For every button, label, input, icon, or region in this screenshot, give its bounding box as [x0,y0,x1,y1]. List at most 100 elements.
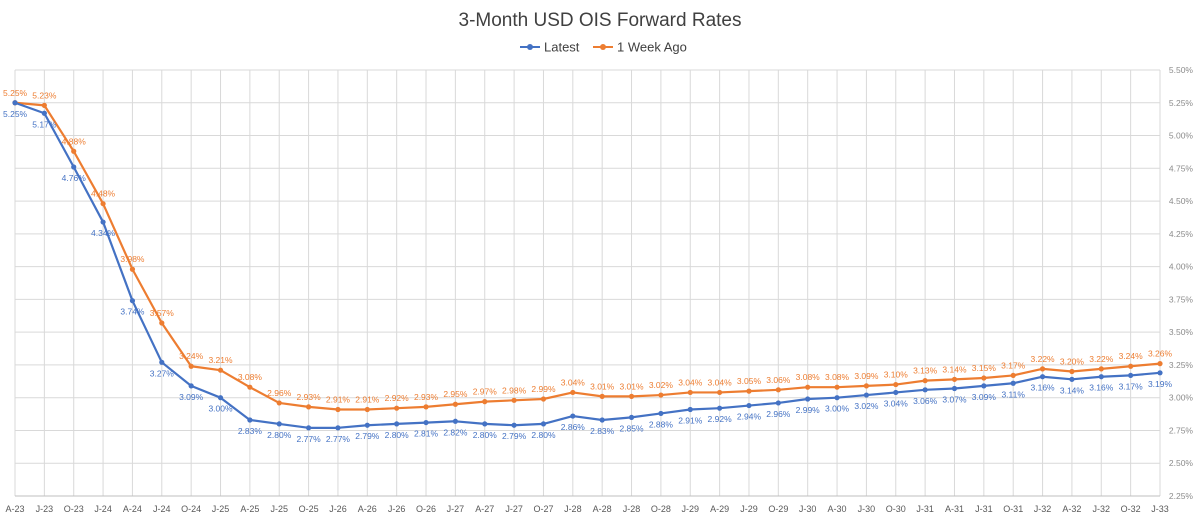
x-tick-label: O-29 [768,504,788,514]
data-point [805,384,811,390]
x-tick-label: J-27 [505,504,523,514]
series-group [12,100,1163,431]
data-label: 2.95% [443,389,468,399]
data-point [423,419,429,426]
data-point [452,401,458,407]
data-label: 2.96% [766,409,791,419]
data-point [188,363,194,369]
data-label: 2.91% [355,394,380,404]
data-point [188,383,194,389]
legend-swatch-marker [527,44,533,50]
x-tick-label: A-23 [5,504,24,514]
x-tick-label: O-31 [1003,504,1023,514]
legend-label: 1 Week Ago [617,40,687,55]
x-tick-label: O-30 [886,504,906,514]
data-label: 4.88% [62,136,87,146]
data-label: 5.23% [32,90,57,100]
data-label: 3.16% [1031,383,1056,393]
data-point [335,425,341,431]
data-point [570,413,576,419]
x-tick-label: O-27 [533,504,553,514]
data-point [834,395,840,401]
y-tick-label: 3.50% [1169,327,1194,337]
y-tick-label: 3.25% [1169,360,1194,370]
data-label: 3.01% [619,381,644,391]
data-point [159,320,165,326]
data-label: 2.91% [326,394,351,404]
x-tick-label: A-28 [593,504,612,514]
data-label: 4.34% [91,228,116,238]
data-label: 3.13% [913,366,938,376]
data-label: 3.14% [1060,385,1085,395]
data-label: 2.81% [414,429,439,439]
x-tick-label: J-31 [916,504,934,514]
data-label: 3.22% [1031,354,1056,364]
data-point [893,389,899,396]
y-axis: 2.25% 2.50% 2.75% 3.00% 3.25% 3.50% 3.75% 4.00%… [1169,65,1194,501]
x-tick-label: A-29 [710,504,729,514]
data-point [129,266,136,272]
gridlines [14,69,1161,497]
data-point [100,219,106,225]
data-label: 3.15% [972,363,997,373]
x-tick-label: J-32 [1093,504,1111,514]
x-tick-label: A-27 [475,504,494,514]
x-tick-label: J-26 [388,504,406,514]
data-label: 3.08% [825,372,850,382]
data-label: 3.04% [884,398,909,408]
data-label: 3.00% [208,404,233,414]
data-point [159,359,165,365]
x-tick-label: J-30 [799,504,817,514]
data-label: 2.92% [385,393,410,403]
data-point [41,102,47,108]
data-point [834,384,840,390]
x-tick-label: J-25 [270,504,288,514]
data-label: 3.17% [1119,381,1144,391]
data-label: 3.04% [708,377,733,387]
x-tick-label: J-23 [36,504,54,514]
data-label: 3.08% [796,372,821,382]
data-label: 5.25% [3,88,28,98]
data-label: 2.77% [297,434,322,444]
data-label: 3.27% [150,368,175,378]
data-label: 3.19% [1148,379,1173,389]
data-point [1039,374,1046,380]
data-point [775,400,781,406]
data-label: 3.26% [1148,349,1173,359]
data-point [394,405,400,411]
data-point [394,421,400,427]
data-point [217,367,224,373]
data-point [599,393,605,399]
data-point [951,376,958,382]
data-label: 3.09% [972,392,997,402]
x-tick-label: O-32 [1121,504,1141,514]
data-point [511,422,517,428]
x-tick-label: O-25 [299,504,319,514]
data-label: 2.99% [531,384,556,394]
data-label: 3.21% [208,355,233,365]
data-point [922,378,928,384]
data-point [305,425,312,431]
y-tick-label: 4.25% [1169,229,1194,239]
data-label: 2.92% [708,414,733,424]
data-label: 2.80% [267,430,292,440]
data-label: 3.02% [854,401,879,411]
data-label: 3.07% [942,395,967,405]
data-label: 2.80% [531,430,556,440]
y-tick-label: 5.25% [1169,98,1194,108]
data-point [247,417,253,423]
legend-label: Latest [544,40,580,55]
data-point [775,387,781,393]
data-label: 2.86% [561,422,586,432]
data-label: 3.11% [1001,389,1025,399]
data-point [364,406,370,413]
data-point [511,397,517,403]
data-label: 2.99% [796,405,821,415]
x-tick-label: J-32 [1034,504,1052,514]
data-point [922,387,928,393]
data-label: 3.06% [766,375,791,385]
data-label: 2.80% [385,430,410,440]
x-tick-label: O-24 [181,504,201,514]
y-tick-label: 2.25% [1169,491,1194,501]
data-label: 2.94% [737,412,762,422]
